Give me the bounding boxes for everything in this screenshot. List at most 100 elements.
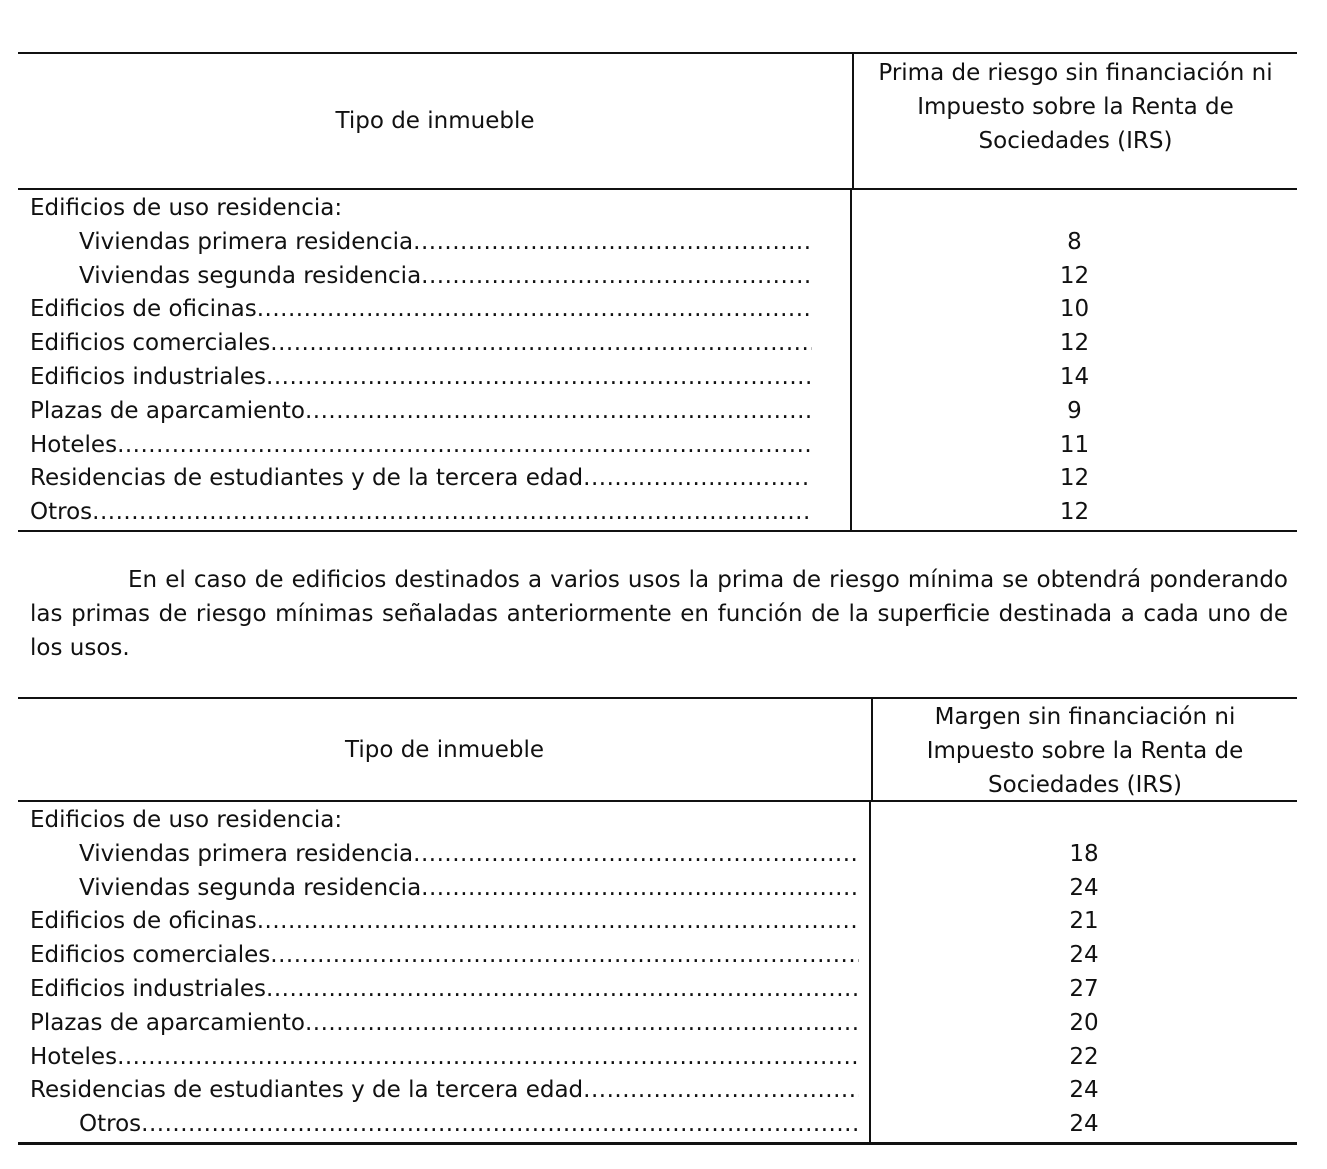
- row-value: [852, 192, 1297, 226]
- row-label-text: Edificios de oficinas: [30, 908, 257, 935]
- row-label: Edificios industriales: [18, 361, 812, 395]
- table-row-label: Edificios industriales: [18, 973, 859, 1007]
- value-column: 18 24 21 24 27 20 22 24 24: [871, 802, 1297, 1142]
- table-row-label: Plazas de aparcamiento: [18, 395, 812, 429]
- row-label-text: Edificios de oficinas: [30, 296, 257, 323]
- table-row-label: Otros: [18, 1108, 859, 1142]
- row-label: Edificios de uso residencia:: [18, 804, 859, 838]
- row-label-text: Residencias de estudiantes y de la terce…: [30, 1077, 584, 1104]
- dot-leader: [305, 395, 812, 429]
- table-row-label: Residencias de estudiantes y de la terce…: [18, 462, 812, 496]
- table-row-label: Edificios de uso residencia:: [18, 804, 859, 838]
- table-row-label: Hoteles: [18, 429, 812, 463]
- table-row-label: Edificios comerciales: [18, 939, 859, 973]
- row-value: 24: [1069, 874, 1099, 901]
- row-label: Edificios comerciales: [18, 327, 812, 361]
- table-header: Tipo de inmueble Prima de riesgo sin fin…: [18, 54, 1297, 190]
- row-label-text: Otros: [79, 1111, 142, 1138]
- dot-leader: [413, 838, 859, 872]
- label-column: Edificios de uso residencia: Viviendas pr…: [18, 190, 852, 530]
- row-label: Hoteles: [18, 429, 812, 463]
- row-label-text: Hoteles: [30, 1043, 118, 1070]
- row-label: Edificios industriales: [18, 973, 859, 1007]
- row-label-text: Edificios de uso residencia:: [30, 807, 343, 833]
- dot-leader: [413, 226, 812, 260]
- paragraph-text: En el caso de edificios destinados a var…: [30, 567, 1288, 661]
- header-property-type: Tipo de inmueble: [18, 54, 854, 188]
- row-label: Residencias de estudiantes y de la terce…: [18, 462, 812, 496]
- row-label: Edificios de oficinas: [18, 905, 859, 939]
- row-label: Plazas de aparcamiento: [18, 395, 812, 429]
- dot-leader: [141, 1108, 859, 1142]
- row-value: 21: [1069, 908, 1099, 935]
- header-label: Tipo de inmueble: [344, 736, 544, 763]
- table-body: Edificios de uso residencia: Viviendas pr…: [18, 190, 1297, 530]
- dot-leader: [270, 327, 812, 361]
- row-label-text: Edificios industriales: [30, 363, 267, 390]
- dot-leader: [583, 462, 812, 496]
- table-body: Edificios de uso residencia: Viviendas pr…: [18, 802, 1297, 1142]
- row-label: Hoteles: [18, 1041, 859, 1075]
- row-label-text: Hoteles: [30, 431, 118, 458]
- dot-leader: [305, 1007, 859, 1041]
- dot-leader: [583, 1074, 859, 1108]
- row-label: Viviendas segunda residencia: [18, 872, 859, 906]
- row-label-text: Edificios de uso residencia:: [30, 195, 343, 221]
- table-row-label: Viviendas primera residencia: [18, 226, 812, 260]
- table-header: Tipo de inmueble Margen sin financiación…: [18, 699, 1297, 802]
- body-paragraph: En el caso de edificios destinados a var…: [30, 563, 1288, 665]
- table-row-label: Edificios de oficinas: [18, 905, 859, 939]
- dot-leader: [266, 361, 812, 395]
- row-value: 12: [1059, 465, 1090, 492]
- row-label-text: Otros: [30, 499, 93, 526]
- table-row-label: Viviendas segunda residencia: [18, 260, 812, 294]
- table-row-label: Plazas de aparcamiento: [18, 1007, 859, 1041]
- row-label-text: Viviendas primera residencia: [79, 840, 414, 867]
- row-label: Plazas de aparcamiento: [18, 1007, 859, 1041]
- row-value: 12: [1059, 262, 1090, 289]
- risk-premium-table: Tipo de inmueble Prima de riesgo sin fin…: [18, 52, 1297, 532]
- dot-leader: [257, 905, 859, 939]
- dot-leader: [266, 973, 859, 1007]
- table-row-label: Viviendas segunda residencia: [18, 872, 859, 906]
- row-label-text: Edificios comerciales: [30, 942, 271, 969]
- header-label: Tipo de inmueble: [335, 108, 535, 134]
- header-property-type: Tipo de inmueble: [18, 699, 873, 800]
- label-column: Edificios de uso residencia: Viviendas pr…: [18, 802, 871, 1142]
- row-value: 10: [1059, 296, 1090, 323]
- table-row-label: Otros: [18, 496, 812, 530]
- row-value: 14: [1059, 363, 1090, 390]
- row-label-text: Edificios comerciales: [30, 330, 271, 357]
- row-label: Viviendas segunda residencia: [18, 260, 812, 294]
- row-value: 8: [1067, 228, 1082, 255]
- row-label-text: Plazas de aparcamiento: [30, 1009, 305, 1036]
- header-margin: Margen sin financiación ni Impuesto sobr…: [926, 704, 1244, 798]
- row-value: 24: [1069, 942, 1099, 969]
- value-column: 8 12 10 12 14 9 11 12 12: [852, 190, 1297, 530]
- row-value: 12: [1059, 330, 1090, 357]
- row-value: [871, 804, 1297, 838]
- dot-leader: [117, 1041, 859, 1075]
- dot-leader: [270, 939, 859, 973]
- dot-leader: [92, 496, 812, 530]
- row-label-text: Edificios industriales: [30, 975, 267, 1002]
- dot-leader: [257, 293, 812, 327]
- dot-leader: [117, 429, 812, 463]
- row-label: Edificios de oficinas: [18, 293, 812, 327]
- row-label: Edificios comerciales: [18, 939, 859, 973]
- dot-leader: [421, 872, 859, 906]
- row-value: 18: [1069, 840, 1099, 867]
- table-row-label: Edificios industriales: [18, 361, 812, 395]
- row-label: Otros: [18, 1108, 859, 1142]
- dot-leader: [421, 260, 812, 294]
- row-label: Residencias de estudiantes y de la terce…: [18, 1074, 859, 1108]
- row-label-text: Viviendas primera residencia: [79, 228, 414, 255]
- row-value: 11: [1059, 431, 1090, 458]
- row-value: 12: [1059, 499, 1090, 526]
- row-label: Viviendas primera residencia: [18, 226, 812, 260]
- row-value: 9: [1067, 397, 1082, 424]
- table-row-label: Hoteles: [18, 1041, 859, 1075]
- table-row-label: Edificios comerciales: [18, 327, 812, 361]
- row-label-text: Plazas de aparcamiento: [30, 397, 305, 424]
- row-value: 24: [1069, 1111, 1099, 1138]
